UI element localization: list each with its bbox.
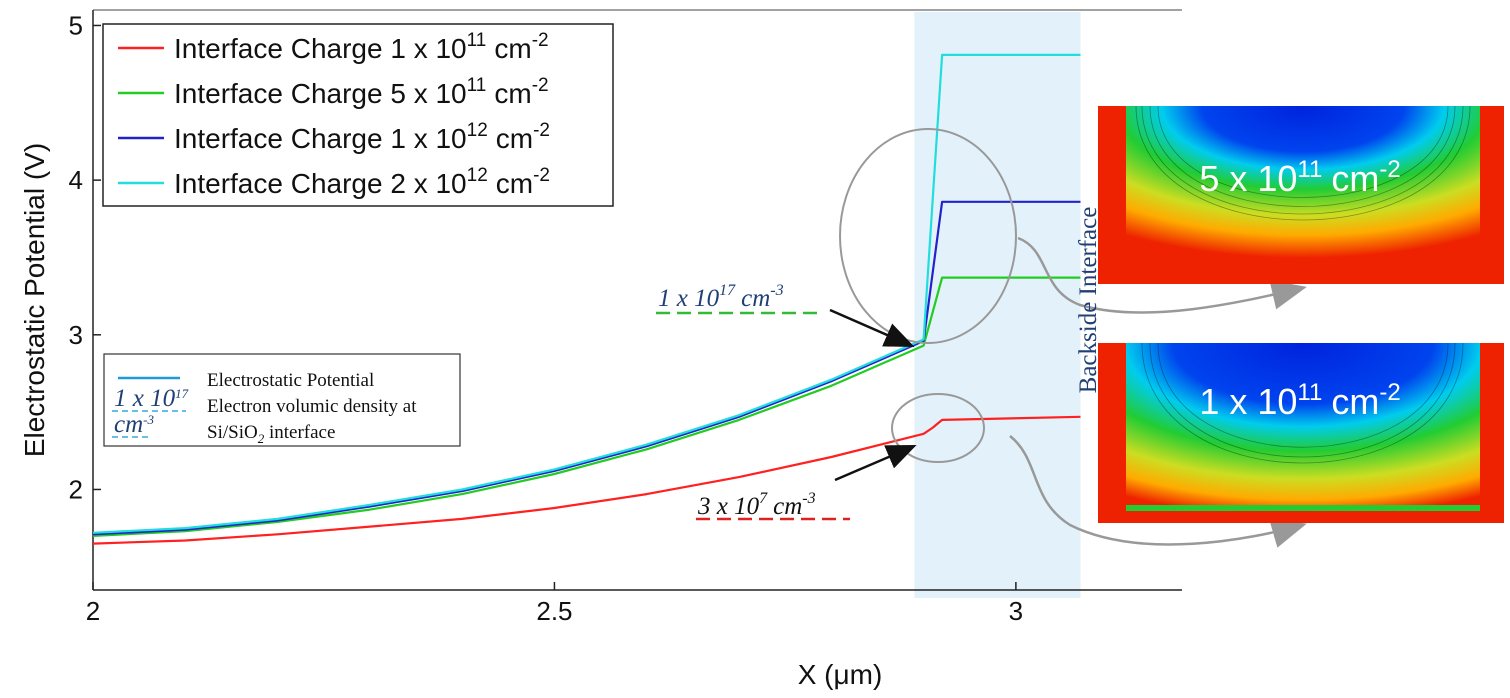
legend-box <box>102 23 614 207</box>
legend-entry-label: Interface Charge 2 x 1012 cm-2 <box>174 165 550 199</box>
contour-map-bottom-field <box>1126 343 1480 509</box>
series-line-2 <box>92 276 1081 537</box>
highlight-ellipse-upper <box>839 128 1017 344</box>
highlight-ellipse-lower <box>891 393 985 463</box>
y-tick-label: 4 <box>69 165 83 195</box>
x-tick-label: 2.5 <box>536 596 572 626</box>
inset-legend-density-sample: 1 x 1017 <box>114 385 189 412</box>
y-ticks: 2 3 4 5 <box>69 10 101 504</box>
contour-map-top-label: 5 x 1011 cm-2 <box>1199 156 1400 199</box>
contour-map-bottom-label: 1 x 1011 cm-2 <box>1199 379 1400 422</box>
series-layer <box>92 53 1081 545</box>
pointer-arrow-low-density <box>834 445 917 482</box>
series-line-1 <box>92 415 1081 545</box>
x-ticks: 2 2.5 3 <box>86 582 1023 626</box>
series-line-4 <box>92 53 1081 534</box>
contour-map-bottom: 1 x 1011 cm-2 <box>1098 342 1504 523</box>
inset-legend-density-unit: cm-3 <box>114 411 154 438</box>
y-tick-label: 2 <box>69 474 83 504</box>
annotation-high-density-text: 1 x 1017 cm-3 <box>658 282 784 312</box>
inset-legend-line-label: Electrostatic Potential <box>207 370 374 391</box>
legend-items: Interface Charge 1 x 1011 cm-2 Interface C… <box>118 30 550 199</box>
axes <box>92 9 1182 591</box>
interface-highlight-region <box>914 12 1081 598</box>
x-axis-label: X (μm) <box>798 659 883 690</box>
legend-entry-label: Interface Charge 1 x 1011 cm-2 <box>174 30 549 64</box>
y-tick-label: 5 <box>69 10 83 40</box>
annotation-high-density: 1 x 1017 cm-3 <box>656 282 818 315</box>
inset-legend-density-label-1: Electron volumic density at <box>207 396 417 417</box>
inset-legend-box <box>103 353 461 447</box>
legend-entry-label: Interface Charge 1 x 1012 cm-2 <box>174 120 550 154</box>
contour-map-bottom-interface <box>1126 505 1480 511</box>
contour-map-top: 5 x 1011 cm-2 <box>1098 105 1504 284</box>
series-line-3 <box>92 200 1081 536</box>
contour-map-top-field <box>1126 106 1480 266</box>
annotation-low-density: 3 x 107 cm-3 <box>696 490 850 521</box>
legend: Interface Charge 1 x 1011 cm-2 Interface C… <box>102 23 614 207</box>
inset-legend: Electrostatic Potential 1 x 1017 cm-3 El… <box>103 353 461 447</box>
y-tick-label: 3 <box>69 320 83 350</box>
x-tick-label: 3 <box>1009 596 1023 626</box>
y-axis-label: Electrostatic Potential (V) <box>19 143 50 457</box>
backside-interface-label: Backside Interface <box>1075 207 1102 394</box>
connector-arrow-upper <box>1017 236 1307 314</box>
connector-arrow-lower <box>1009 435 1307 548</box>
pointer-arrow-high-density <box>829 308 915 348</box>
x-tick-label: 2 <box>86 596 100 626</box>
annotation-low-density-text: 3 x 107 cm-3 <box>697 490 816 520</box>
legend-entry-label: Interface Charge 5 x 1011 cm-2 <box>174 75 549 109</box>
inset-legend-density-label-2: Si/SiO2 interface <box>207 422 335 446</box>
